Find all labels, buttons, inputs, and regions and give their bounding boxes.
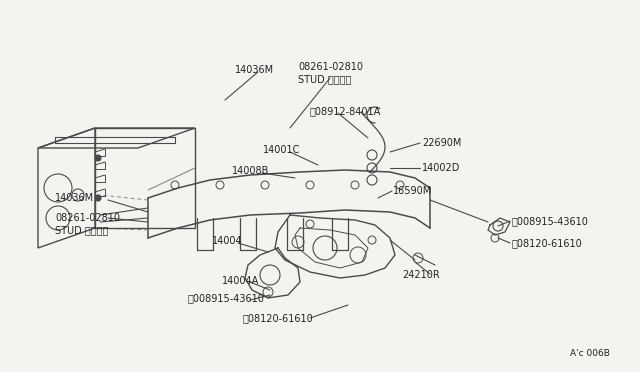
Text: 14036M: 14036M (235, 65, 274, 75)
Text: 24210R: 24210R (402, 270, 440, 280)
Text: 14001C: 14001C (263, 145, 300, 155)
Text: 14008B: 14008B (232, 166, 269, 176)
Text: 14004A: 14004A (222, 276, 259, 286)
Text: 22690M: 22690M (422, 138, 461, 148)
Text: A'c 006B: A'c 006B (570, 349, 610, 358)
Text: ⒱08120-61610: ⒱08120-61610 (243, 313, 314, 323)
Text: 08261-02810: 08261-02810 (55, 213, 120, 223)
Text: Ⓜ008915-43610: Ⓜ008915-43610 (512, 216, 589, 226)
Text: 14036M: 14036M (55, 193, 94, 203)
Text: 08261-02810: 08261-02810 (298, 62, 363, 72)
Circle shape (95, 195, 101, 201)
Text: 14002D: 14002D (422, 163, 460, 173)
Text: ⒱08120-61610: ⒱08120-61610 (512, 238, 583, 248)
Text: 14004: 14004 (212, 236, 243, 246)
Text: ⓝ08912-8401A: ⓝ08912-8401A (310, 106, 381, 116)
Text: Ⓜ008915-43610: Ⓜ008915-43610 (188, 293, 265, 303)
Circle shape (95, 155, 101, 161)
Text: STUD スタッド: STUD スタッド (55, 225, 108, 235)
Text: STUD スタッド: STUD スタッド (298, 74, 351, 84)
Text: 16590M: 16590M (393, 186, 432, 196)
